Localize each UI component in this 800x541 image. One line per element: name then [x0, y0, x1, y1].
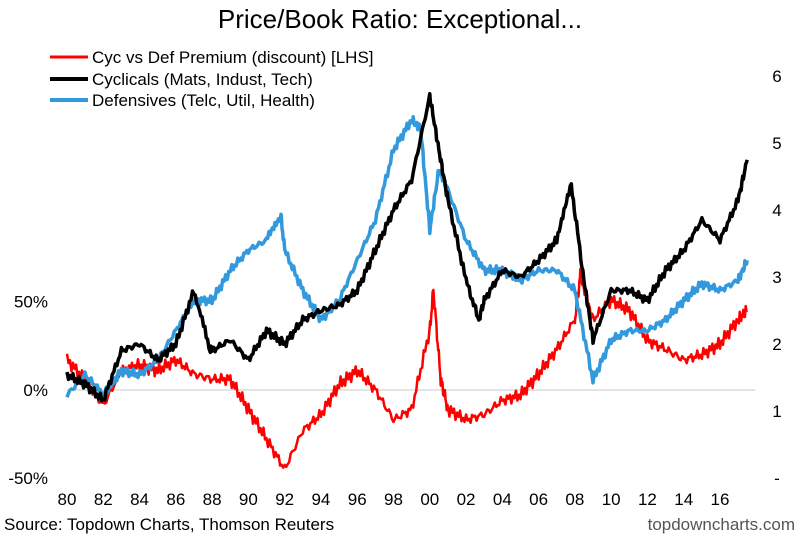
left-tick-label: 0% [23, 381, 48, 400]
series-line-1 [65, 267, 748, 469]
x-tick-label: 16 [711, 490, 730, 509]
x-tick-label: 08 [565, 490, 584, 509]
x-tick-label: 10 [602, 490, 621, 509]
right-tick-label: 6 [772, 67, 781, 86]
x-tick-label: 94 [311, 490, 330, 509]
source-note: Source: Topdown Charts, Thomson Reuters [4, 515, 334, 534]
series-line-3 [65, 114, 749, 400]
left-tick-label: -50% [8, 469, 48, 488]
left-axis: 50% 0% -50% [8, 293, 48, 488]
right-axis: 6 5 4 3 2 1 - [772, 67, 781, 488]
right-tick-label: 5 [772, 134, 781, 153]
x-tick-label: 96 [348, 490, 367, 509]
series-group [65, 91, 749, 469]
x-tick-label: 84 [130, 490, 149, 509]
legend-label: Defensives (Telc, Util, Health) [92, 91, 315, 110]
x-tick-label: 80 [58, 490, 77, 509]
legend-label: Cyc vs Def Premium (discount) [LHS] [92, 48, 374, 67]
x-tick-label: 12 [638, 490, 657, 509]
left-tick-label: 50% [14, 293, 48, 312]
x-tick-label: 02 [457, 490, 476, 509]
x-tick-label: 14 [674, 490, 693, 509]
x-tick-label: 06 [529, 490, 548, 509]
right-tick-label: 2 [772, 335, 781, 354]
x-axis: 80 82 84 86 88 90 92 94 96 98 00 02 04 06 08 10 12 14 16 [58, 490, 730, 509]
x-tick-label: 92 [275, 490, 294, 509]
right-tick-label: - [774, 469, 780, 488]
x-tick-label: 86 [166, 490, 185, 509]
right-tick-label: 4 [772, 201, 781, 220]
legend: Cyc vs Def Premium (discount) [LHS] Cycli… [50, 48, 374, 110]
right-tick-label: 3 [772, 268, 781, 287]
x-tick-label: 04 [493, 490, 512, 509]
x-tick-label: 98 [384, 490, 403, 509]
series-line-2 [65, 91, 749, 403]
x-tick-label: 00 [420, 490, 439, 509]
right-tick-label: 1 [772, 402, 781, 421]
x-tick-label: 82 [94, 490, 113, 509]
legend-label: Cyclicals (Mats, Indust, Tech) [92, 70, 313, 89]
x-tick-label: 88 [203, 490, 222, 509]
chart-title: Price/Book Ratio: Exceptional... [218, 4, 582, 34]
watermark: topdowncharts.com [648, 515, 795, 534]
x-tick-label: 90 [239, 490, 258, 509]
